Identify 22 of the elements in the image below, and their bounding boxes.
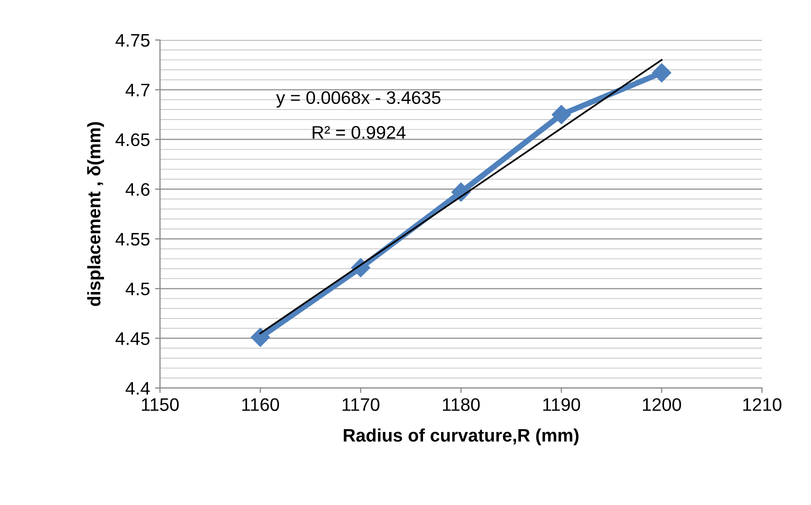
x-tick-label: 1160 bbox=[242, 398, 280, 411]
annotation: R² = 0.9924 bbox=[312, 126, 406, 139]
point bbox=[250, 328, 270, 347]
point bbox=[552, 105, 571, 124]
y-tick-label: 4.7 bbox=[126, 84, 150, 96]
y-tick-label: 4.55 bbox=[116, 232, 150, 246]
x-tick-label: 1170 bbox=[342, 398, 380, 411]
y-tick-label: 4.75 bbox=[116, 34, 150, 47]
y-tick-label: 4.6 bbox=[126, 183, 150, 196]
x-axis-title: Radius of curvature,R (mm) bbox=[344, 428, 578, 446]
y-tick-label: 4.65 bbox=[116, 133, 150, 146]
x-tick-label: 1180 bbox=[442, 398, 480, 411]
y-tick-label: 4.5 bbox=[126, 282, 150, 296]
x-tick-label: 1200 bbox=[642, 398, 682, 411]
x-tick-label: 1210 bbox=[743, 398, 782, 411]
y-axis-title: displacement , δ(mm) bbox=[87, 122, 104, 306]
y-tick-label: 4.45 bbox=[116, 332, 150, 346]
annotation: y = 0.0068x - 3.4635 bbox=[276, 91, 440, 108]
x-tick-label: 1150 bbox=[142, 398, 179, 411]
point bbox=[652, 63, 672, 82]
y-tick-label: 4.4 bbox=[126, 382, 150, 395]
x-tick-label: 1190 bbox=[543, 398, 580, 411]
